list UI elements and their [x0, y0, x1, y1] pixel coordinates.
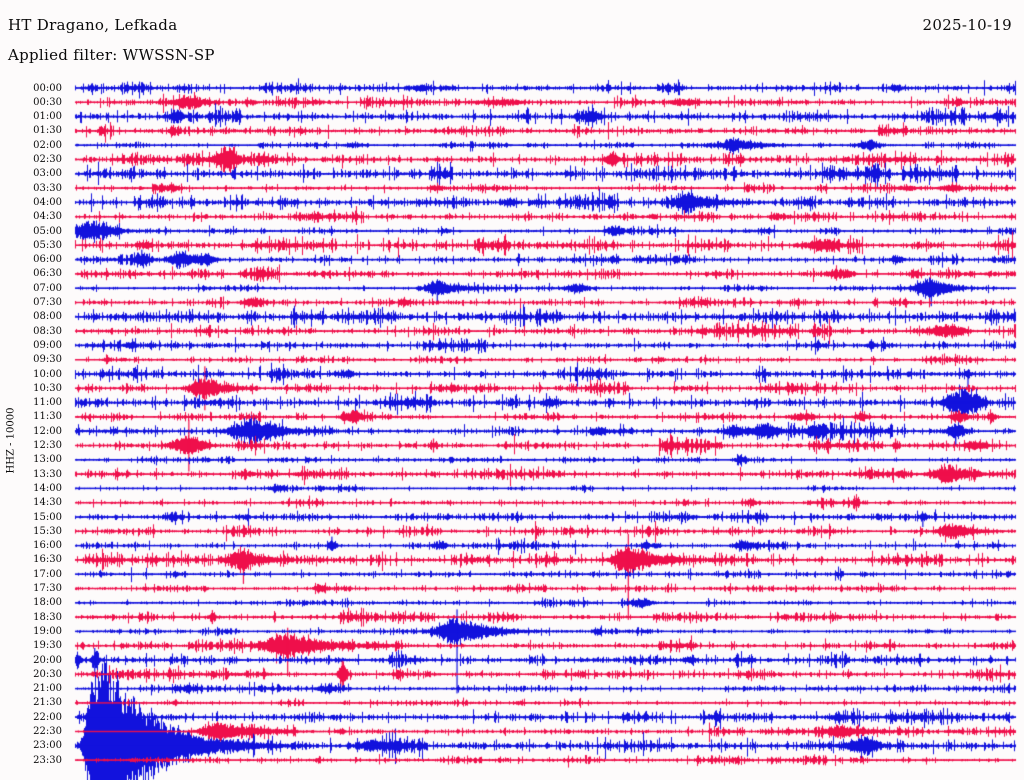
time-labels: 00:00 00:30 01:00 01:30 02:00 02:30 03:00 03:30… — [0, 0, 62, 780]
time-label: 20:30 — [33, 668, 62, 680]
time-label: 01:30 — [33, 125, 62, 137]
time-label: 19:30 — [33, 640, 62, 652]
time-label: 06:30 — [33, 268, 62, 280]
time-label: 22:00 — [33, 711, 62, 723]
time-label: 04:30 — [33, 211, 62, 223]
time-label: 09:30 — [33, 354, 62, 366]
time-label: 12:00 — [33, 425, 62, 437]
time-label: 04:00 — [33, 196, 62, 208]
time-label: 20:00 — [33, 654, 62, 666]
time-label: 10:30 — [33, 382, 62, 394]
time-label: 14:30 — [33, 497, 62, 509]
time-label: 05:30 — [33, 239, 62, 251]
time-label: 00:00 — [33, 82, 62, 94]
time-label: 19:00 — [33, 625, 62, 637]
time-label: 13:00 — [33, 454, 62, 466]
time-label: 09:00 — [33, 339, 62, 351]
time-label: 08:30 — [33, 325, 62, 337]
time-label: 03:30 — [33, 182, 62, 194]
time-label: 13:30 — [33, 468, 62, 480]
time-label: 05:00 — [33, 225, 62, 237]
time-label: 23:30 — [33, 754, 62, 766]
filter-label: Applied filter: WWSSN-SP — [8, 46, 215, 64]
time-label: 21:00 — [33, 683, 62, 695]
report-date: 2025-10-19 — [922, 16, 1012, 34]
time-label: 08:00 — [33, 311, 62, 323]
time-label: 12:30 — [33, 440, 62, 451]
time-label: 11:00 — [33, 397, 62, 409]
time-label: 14:00 — [33, 482, 62, 494]
time-label: 16:00 — [33, 540, 62, 552]
time-label: 10:00 — [33, 368, 62, 380]
time-label: 07:00 — [33, 282, 62, 294]
time-label: 21:30 — [33, 697, 62, 709]
time-label: 03:00 — [33, 168, 62, 180]
time-label: 02:00 — [33, 139, 62, 151]
time-label: 18:30 — [33, 611, 62, 623]
time-label: 06:00 — [33, 254, 62, 266]
time-label: 02:30 — [33, 154, 62, 165]
time-label: 00:30 — [33, 96, 62, 108]
time-label: 01:00 — [33, 111, 62, 123]
time-label: 23:00 — [33, 740, 62, 752]
time-label: 18:00 — [33, 597, 62, 609]
time-label: 11:30 — [33, 411, 62, 423]
time-label: 16:30 — [33, 554, 62, 566]
time-label: 15:30 — [33, 525, 62, 537]
time-label: 07:30 — [33, 297, 62, 308]
time-label: 22:30 — [33, 726, 62, 737]
station-title: HT Dragano, Lefkada — [8, 16, 178, 34]
time-label: 15:00 — [33, 511, 62, 523]
time-label: 17:00 — [33, 568, 62, 580]
time-label: 17:30 — [33, 583, 62, 594]
